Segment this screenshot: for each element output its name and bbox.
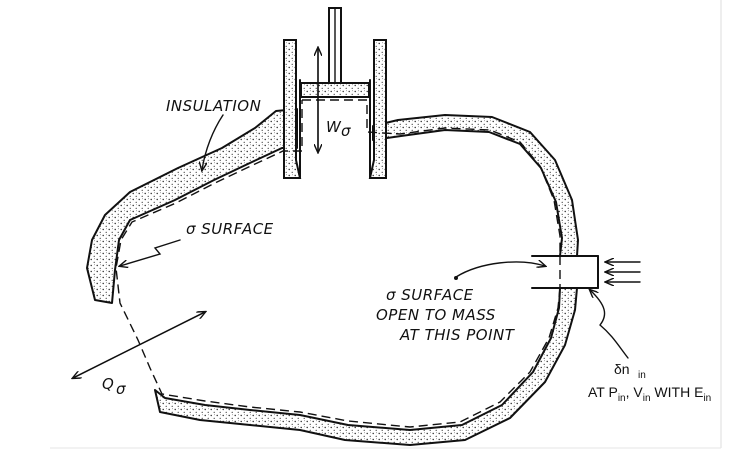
open-surface-leader <box>455 262 545 278</box>
svg-text:OPEN TO MASS: OPEN TO MASS <box>376 306 496 324</box>
insulation-layer <box>86 108 579 446</box>
piston-cylinder <box>283 39 387 179</box>
svg-text:δn: δn <box>614 361 630 377</box>
mass-inflow-leader <box>590 290 629 359</box>
insulation-label: INSULATION <box>166 97 261 115</box>
mass-inflow-label: δn in <box>614 361 646 381</box>
svg-text:Q: Q <box>102 375 114 393</box>
heat-label: Q σ <box>102 375 126 398</box>
svg-text:in: in <box>638 370 646 381</box>
inflow-state-label: AT Pin, Vin WITH Ein <box>588 384 711 404</box>
inlet-duct <box>531 255 641 289</box>
heat-arrow <box>73 312 205 378</box>
svg-text:σ: σ <box>341 122 351 140</box>
sigma-surface-boundary <box>115 99 561 428</box>
work-label: W σ <box>326 118 351 140</box>
sigma-surface-label: σ SURFACE <box>186 220 274 238</box>
svg-text:W: W <box>326 118 342 136</box>
open-surface-dot <box>454 276 458 280</box>
piston <box>300 7 370 98</box>
svg-text:AT THIS POINT: AT THIS POINT <box>399 326 516 344</box>
svg-text:σ: σ <box>116 380 126 398</box>
insulation-leader <box>202 114 224 170</box>
svg-text:σ SURFACE: σ SURFACE <box>386 286 474 304</box>
svg-text:AT Pin, Vin WITH Ein: AT Pin, Vin WITH Ein <box>588 384 711 404</box>
sigma-surface-leader <box>120 239 181 266</box>
open-surface-note: σ SURFACE OPEN TO MASS AT THIS POINT <box>376 286 516 344</box>
